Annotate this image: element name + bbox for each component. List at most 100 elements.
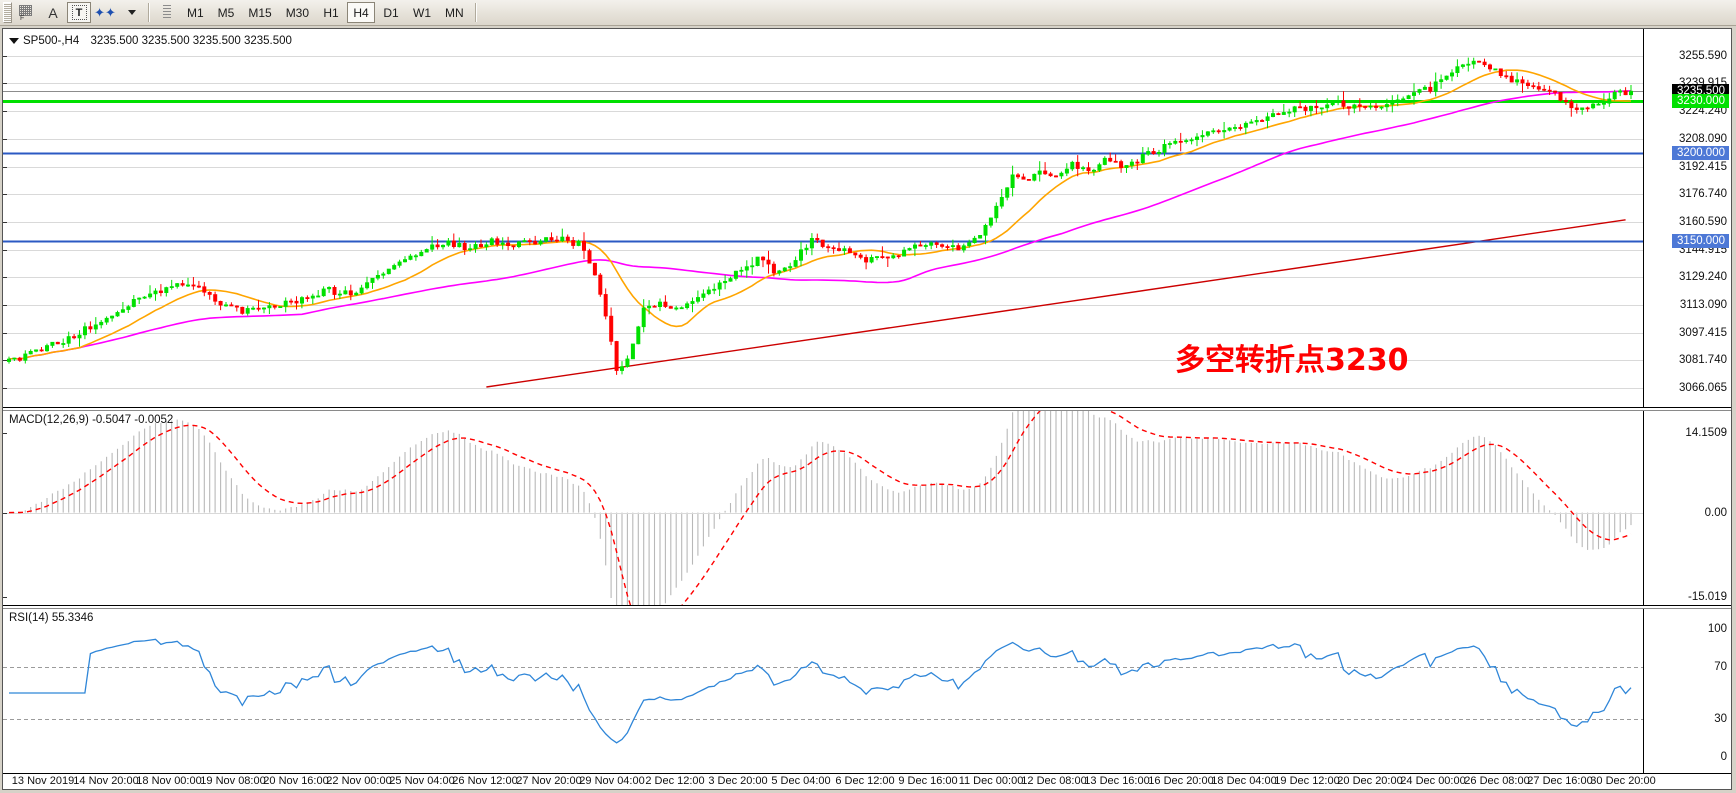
rsi-indicator-label: RSI(14) 55.3346 [9, 612, 94, 624]
macd-axis-tick [3, 513, 7, 514]
price-axis-label: 3129.240 [1679, 271, 1727, 284]
price-axis-label: 3224.240 [1679, 104, 1727, 117]
time-axis-label: 20 Dec 20:00 [1337, 775, 1403, 787]
objects-icon[interactable]: ✦✦ [94, 4, 116, 20]
macd-indicator-label: MACD(12,26,9) -0.5047 -0.0052 [9, 414, 174, 426]
macd-axis-label: 0.00 [1704, 506, 1727, 519]
price-axis-tick [3, 277, 7, 278]
timeframe-d1[interactable]: D1 [383, 5, 399, 20]
price-chart-canvas [3, 56, 1643, 389]
time-axis-label: 25 Nov 04:00 [389, 775, 455, 787]
chevron-down-icon[interactable] [119, 2, 143, 23]
macd-axis-label: -15.019 [1687, 591, 1727, 603]
time-axis-label: 6 Dec 12:00 [835, 775, 895, 787]
time-axis-label: 13 Dec 16:00 [1084, 775, 1150, 787]
grid-f-icon[interactable]: F [15, 2, 39, 23]
pane-divider-1b [3, 410, 1731, 411]
toolbar-divider [148, 3, 150, 22]
timeframe-m5[interactable]: M5 [217, 5, 235, 20]
time-axis-label: 11 Dec 00:00 [958, 775, 1024, 787]
rsi-plot[interactable] [3, 609, 1643, 773]
price-axis-label: 3081.740 [1679, 354, 1727, 367]
price-axis-label: 3208.090 [1679, 133, 1727, 146]
time-axis-label: 14 Nov 20:00 [73, 775, 139, 787]
timeframe-m1[interactable]: M1 [187, 5, 204, 20]
price-axis-tick [3, 139, 7, 140]
macd-pane[interactable]: MACD(12,26,9) -0.5047 -0.0052 14.1509 0.0… [3, 411, 1731, 605]
price-axis-label: 3066.065 [1679, 381, 1727, 394]
time-axis[interactable]: 13 Nov 2019 14 Nov 20:00 18 Nov 00:00 19 No… [3, 773, 1731, 789]
time-axis-label: 13 Nov 2019 [11, 775, 75, 787]
time-axis-label: 9 Dec 16:00 [898, 775, 958, 787]
macd-chart-canvas [3, 411, 1643, 605]
price-axis-tick [3, 333, 7, 334]
pane-divider-2b [3, 608, 1731, 609]
rsi-axis-label: 30 [1714, 712, 1727, 725]
price-tag-3150-000: 3150.000 [1672, 233, 1729, 248]
timeframe-h4[interactable]: H4 [347, 2, 376, 23]
timeframe-m15[interactable]: M15 [248, 5, 272, 20]
pane-divider-1 [3, 407, 1731, 408]
rsi-axis-label: 70 [1714, 661, 1727, 674]
time-axis-label: 27 Nov 20:00 [516, 775, 582, 787]
price-axis-tick [3, 222, 7, 223]
price-axis-label: 3097.415 [1679, 326, 1727, 339]
time-axis-label: 24 Dec 00:00 [1400, 775, 1466, 787]
rsi-axis-label: 0 [1720, 751, 1727, 763]
timeframe-h1[interactable]: H1 [323, 5, 339, 20]
timeframe-mn[interactable]: MN [445, 5, 464, 20]
bars-icon[interactable] [155, 2, 179, 23]
price-axis-tick [3, 194, 7, 195]
price-axis-label: 3255.590 [1679, 49, 1727, 62]
text-box-button[interactable]: T [67, 2, 91, 23]
rsi-pane[interactable]: RSI(14) 55.3346 100 70 30 0 [3, 609, 1731, 773]
time-axis-label: 26 Nov 12:00 [452, 775, 518, 787]
time-axis-label: 18 Dec 04:00 [1211, 775, 1277, 787]
timeframe-w1[interactable]: W1 [413, 5, 432, 20]
price-tag-3230-000: 3230.000 [1672, 93, 1729, 108]
pane-divider-2 [3, 605, 1731, 606]
symbol-caret-icon[interactable] [9, 37, 19, 44]
time-axis-label: 5 Dec 04:00 [771, 775, 831, 787]
ohlc-text: 3235.500 3235.500 3235.500 3235.500 [90, 35, 292, 47]
time-axis-label: 18 Nov 00:00 [136, 775, 202, 787]
macd-plot[interactable] [3, 411, 1643, 605]
macd-axis-tick [3, 433, 7, 434]
macd-axis[interactable] [1643, 411, 1731, 605]
price-axis-tick [3, 305, 7, 306]
price-tag-3200-000: 3200.000 [1672, 146, 1729, 161]
price-axis-tick [3, 111, 7, 112]
price-axis-tick [3, 167, 7, 168]
rsi-chart-canvas [3, 638, 1643, 744]
timeframe-m30[interactable]: M30 [285, 5, 310, 20]
price-axis-tick [3, 388, 7, 389]
rsi-axis[interactable] [1643, 609, 1731, 773]
chart-symbol-header: SP500-,H4 3235.500 3235.500 3235.500 323… [9, 35, 292, 47]
text-label-button[interactable]: A [48, 4, 58, 21]
time-axis-label: 12 Dec 08:00 [1021, 775, 1087, 787]
price-plot[interactable] [3, 29, 1643, 407]
price-axis-label: 3176.740 [1679, 188, 1727, 200]
macd-axis-label: 14.1509 [1685, 427, 1727, 439]
time-axis-label: 20 Nov 16:00 [263, 775, 329, 787]
price-axis-tick [3, 56, 7, 57]
toolbar-drag-handle[interactable] [3, 2, 12, 23]
time-axis-label: 3 Dec 20:00 [708, 775, 768, 787]
price-axis-tick [3, 250, 7, 251]
price-axis-tick [3, 360, 7, 361]
price-axis-label: 3113.090 [1679, 299, 1727, 312]
price-pane[interactable]: SP500-,H4 3235.500 3235.500 3235.500 323… [3, 29, 1731, 407]
toolbar-divider-2 [474, 3, 477, 22]
time-axis-label: 30 Dec 20:00 [1590, 775, 1656, 787]
chart-toolbar: F A T ✦✦ M1 M5 M15 M30 H1 H4 D1 W1 MN [0, 0, 1736, 26]
time-axis-label: 16 Dec 20:00 [1148, 775, 1214, 787]
time-axis-label: 19 Nov 08:00 [200, 775, 266, 787]
turning-point-annotation: 多空转折点3230 [1175, 343, 1409, 378]
price-axis-label: 3192.415 [1679, 160, 1727, 173]
macd-axis-tick [3, 597, 7, 598]
price-axis-tick [3, 83, 7, 84]
rsi-axis-label: 100 [1707, 623, 1727, 635]
time-axis-label: 26 Dec 08:00 [1464, 775, 1530, 787]
time-axis-label: 2 Dec 12:00 [645, 775, 705, 787]
